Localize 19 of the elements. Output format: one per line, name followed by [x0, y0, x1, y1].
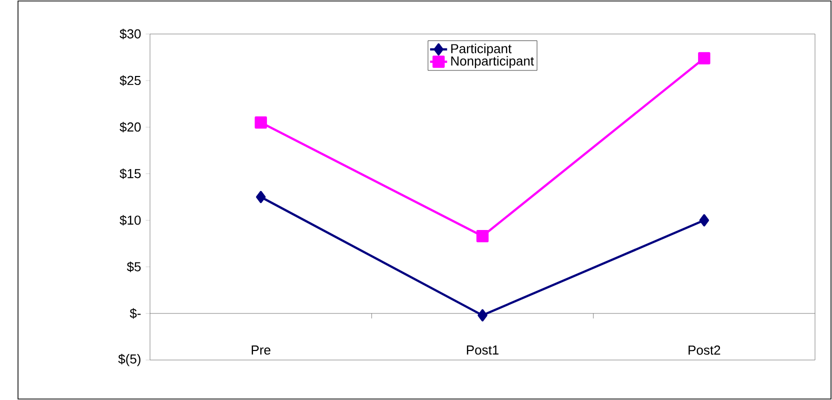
x-tick-label: Post2: [688, 346, 720, 355]
y-tick-label: $30: [120, 28, 141, 40]
legend-label: Nonparticipant: [451, 56, 534, 68]
point: [256, 190, 266, 204]
point: [476, 230, 489, 242]
legend-label: Participant: [451, 44, 512, 56]
y-tick-label: $(5): [118, 354, 140, 366]
x-tick-label: Post1: [466, 346, 498, 355]
y-tick-label: $10: [120, 215, 141, 226]
y-tick-label: $15: [120, 168, 141, 179]
point: [698, 52, 710, 64]
y-tick-label: $-: [130, 308, 141, 319]
y-tick-label: $20: [120, 122, 141, 132]
x-tick-label: Pre: [252, 346, 270, 355]
y-tick-label: $25: [120, 75, 141, 86]
point: [699, 214, 710, 226]
y-tick-label: $5: [126, 262, 141, 272]
point: [478, 309, 488, 322]
point: [254, 116, 267, 129]
